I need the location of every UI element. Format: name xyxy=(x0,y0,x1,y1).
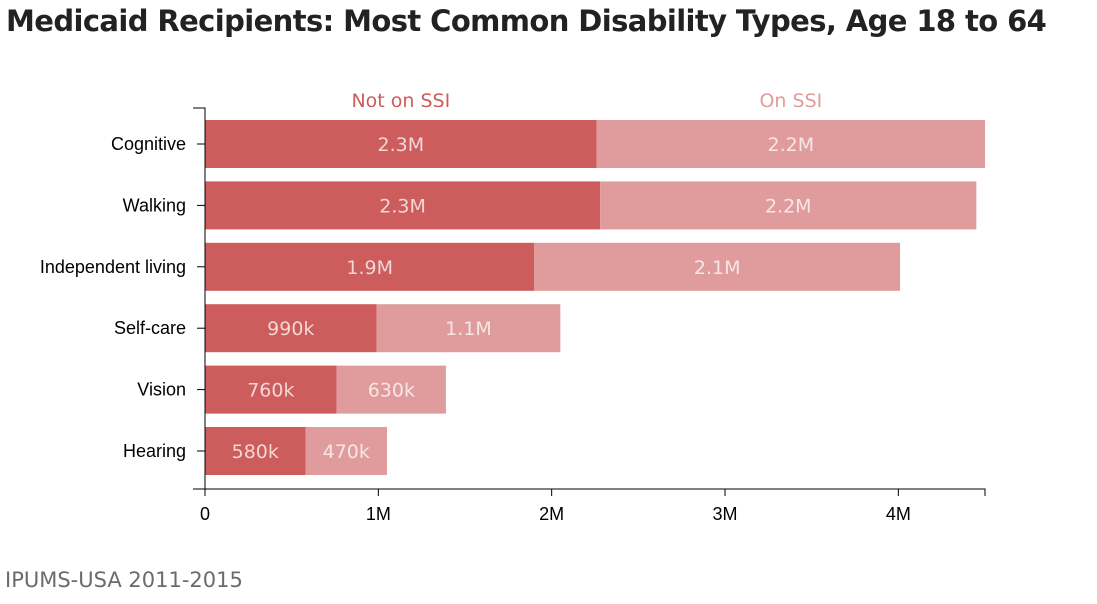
y-tick-label: Walking xyxy=(123,195,186,215)
bar-value-label: 2.1M xyxy=(694,257,741,279)
x-tick-label: 1M xyxy=(366,504,391,524)
x-tick-label: 2M xyxy=(539,504,564,524)
bar-cognitive-on-ssi xyxy=(596,120,985,168)
y-axis-line xyxy=(193,107,206,490)
y-tick-label: Vision xyxy=(137,380,186,400)
bar-vision-on-ssi xyxy=(336,365,446,414)
bar-walking-not-on-ssi xyxy=(205,181,601,230)
bar-value-label: 2.3M xyxy=(379,195,426,217)
chart-title: Medicaid Recipients: Most Common Disabil… xyxy=(6,4,1047,38)
bar-self-care-on-ssi xyxy=(376,304,561,353)
bar-self-care-not-on-ssi xyxy=(205,304,377,353)
x-tick-label: 0 xyxy=(200,504,210,524)
bar-hearing-on-ssi xyxy=(305,427,387,475)
legend: Not on SSI On SSI xyxy=(351,90,822,112)
bar-independent-living-on-ssi xyxy=(534,242,901,291)
bar-cognitive-not-on-ssi xyxy=(205,120,597,168)
y-axis: Cognitive Walking Independent living Self-c… xyxy=(40,107,206,490)
x-axis-line xyxy=(204,488,986,496)
x-axis: 0 1M 2M 3M 4M xyxy=(200,488,986,524)
y-tick-label: Self-care xyxy=(114,318,186,338)
bar-value-label: 580k xyxy=(232,441,279,463)
bar-value-label: 1.1M xyxy=(445,318,492,340)
bar-value-label: 2.2M xyxy=(765,195,812,217)
bar-value-label: 630k xyxy=(368,380,415,402)
x-tick-label: 4M xyxy=(886,504,911,524)
bar-independent-living-not-on-ssi xyxy=(205,242,535,291)
x-tick-label: 3M xyxy=(712,504,737,524)
bar-value-label: 470k xyxy=(323,441,370,463)
legend-item: Not on SSI xyxy=(351,90,450,112)
y-tick-label: Independent living xyxy=(40,257,186,277)
bar-walking-on-ssi xyxy=(600,181,977,230)
y-tick-label: Cognitive xyxy=(111,134,186,154)
bar-value-label: 760k xyxy=(247,380,294,402)
bar-value-label: 2.3M xyxy=(378,134,425,156)
y-tick-label: Hearing xyxy=(123,441,186,461)
bars: 2.3M 2.2M 2.3M 2.2M 1.9M 2.1M 990k 1.1M 760k 630k… xyxy=(205,120,985,475)
bar-value-label: 1.9M xyxy=(346,257,393,279)
legend-item: On SSI xyxy=(759,90,822,112)
bar-value-label: 990k xyxy=(267,318,314,340)
source-note: IPUMS-USA 2011-2015 xyxy=(5,568,243,592)
bar-hearing-not-on-ssi xyxy=(205,427,306,475)
bar-vision-not-on-ssi xyxy=(205,365,337,414)
bar-value-label: 2.2M xyxy=(768,134,815,156)
